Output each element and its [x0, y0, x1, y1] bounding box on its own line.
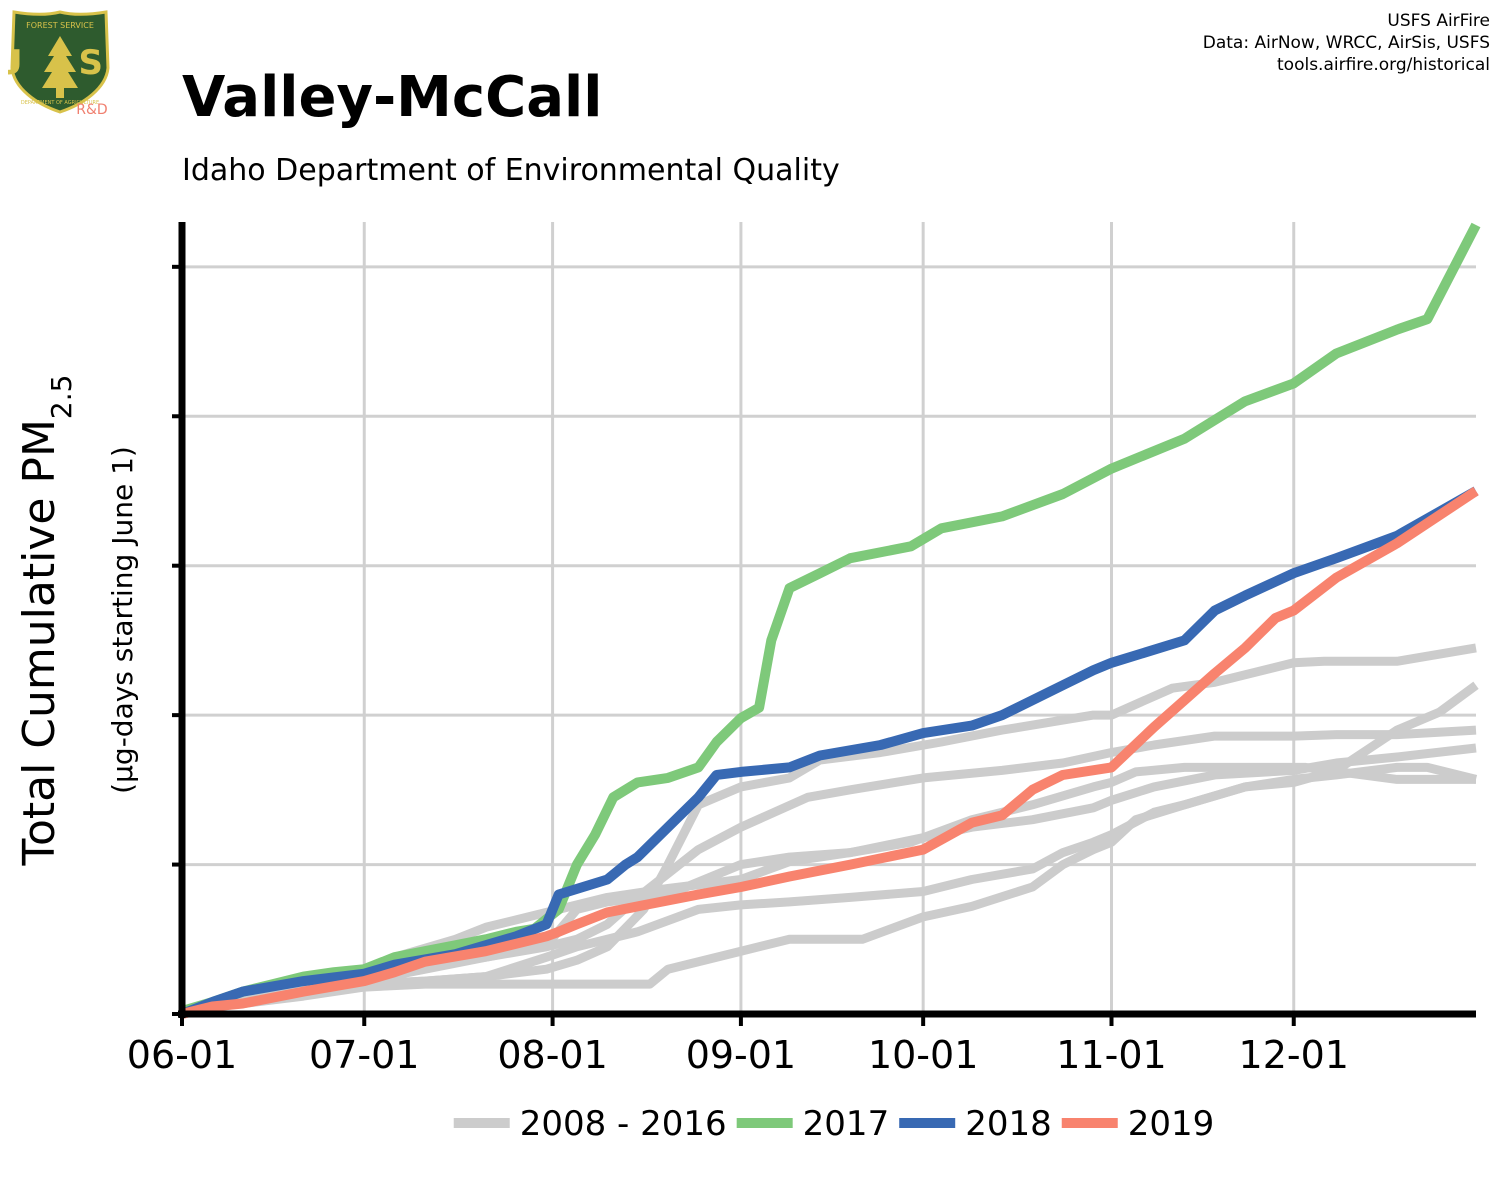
legend-label: 2008 - 2016: [520, 1104, 727, 1144]
credit-line: USFS AirFire: [1387, 11, 1490, 31]
series-line-2008-2016: [181, 643, 1477, 1016]
chart-legend: 2008 - 2016 2017 2018 2019: [453, 1104, 1215, 1144]
y-axis-label-main: Total Cumulative PM: [14, 419, 65, 866]
legend-item: 2018: [899, 1104, 1052, 1144]
series-line-2019: [180, 486, 1479, 1019]
x-tick-labels: 06-01 07-01 08-01 09-01 10-01 11-01 12-01: [127, 1033, 1349, 1077]
y-axis-units: (µg-days starting June 1): [106, 446, 139, 794]
legend-item: 2019: [1061, 1104, 1215, 1144]
series-line-2008-2016: [181, 762, 1476, 1016]
legend-label: 2018: [965, 1104, 1052, 1144]
highlight-series: [180, 222, 1481, 1019]
legend-item: 2008 - 2016: [453, 1104, 727, 1144]
logo-text-top: FOREST SERVICE: [26, 21, 94, 30]
logo-text-letters: U S: [8, 43, 112, 83]
x-tick-label: 12-01: [1239, 1033, 1349, 1077]
chart-title: Valley-McCall: [182, 65, 603, 130]
x-tick-label: 08-01: [497, 1033, 607, 1077]
legend-label: 2017: [803, 1104, 890, 1144]
credits: USFS AirFire Data: AirNow, WRCC, AirSis,…: [1203, 10, 1490, 76]
legend-label: 2019: [1128, 1104, 1215, 1144]
y-axis-label: Total Cumulative PM2.5: [14, 375, 78, 867]
credit-line: Data: AirNow, WRCC, AirSis, USFS: [1202, 33, 1490, 53]
x-tick-label: 10-01: [868, 1033, 978, 1077]
chart-axes: [172, 222, 1476, 1026]
tree-icon: [42, 36, 78, 98]
background-series: [181, 643, 1479, 1016]
series-line-2008-2016: [181, 762, 1478, 1016]
x-tick-label: 09-01: [686, 1033, 796, 1077]
forest-service-logo: FOREST SERVICE U S DEPARTMENT OF AGRICUL…: [8, 10, 112, 118]
y-axis-label-subscript: 2.5: [45, 375, 78, 420]
logo-text-bottom: DEPARTMENT OF AGRICULTURE: [21, 100, 99, 106]
legend-item: 2017: [736, 1104, 890, 1144]
logo-badge: R&D: [76, 102, 107, 118]
chart-subtitle: Idaho Department of Environmental Qualit…: [182, 153, 840, 188]
credit-line: tools.airfire.org/historical: [1277, 55, 1490, 75]
series-line-2017: [180, 222, 1481, 1016]
x-tick-label: 11-01: [1056, 1033, 1166, 1077]
x-tick-label: 06-01: [127, 1033, 237, 1077]
x-tick-label: 07-01: [309, 1033, 419, 1077]
